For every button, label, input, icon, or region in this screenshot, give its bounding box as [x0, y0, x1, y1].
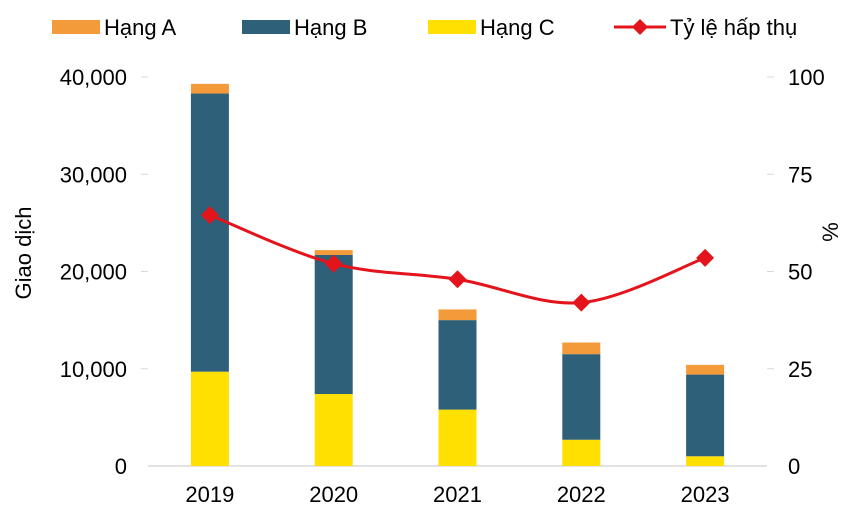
line-marker: [696, 248, 715, 267]
legend: Hạng A Hạng B Hạng C Tỷ lệ hấp thụ: [52, 15, 797, 40]
x-tick-label: 2020: [309, 482, 358, 507]
line-marker: [448, 270, 467, 289]
bar-segment: [190, 371, 229, 466]
y-axis-title: Giao dịch: [11, 207, 36, 300]
bar-segment: [686, 364, 725, 375]
y2-tick-label: 75: [788, 162, 812, 187]
bar-segment: [190, 83, 229, 94]
x-tick-label: 2022: [557, 482, 606, 507]
y2-tick-label: 25: [788, 357, 812, 382]
legend-marker: [632, 19, 648, 35]
legend-label: Hạng C: [480, 15, 555, 40]
legend-swatch: [242, 20, 290, 34]
bar-segment: [438, 309, 477, 321]
y-tick-label: 0: [115, 454, 127, 479]
line-marker: [324, 254, 343, 273]
axes: 0 10,000 20,000 30,000 40,000 0 25 50 75 100 2019 2…: [60, 65, 825, 507]
y2-axis-title: %: [818, 222, 843, 242]
line-path: [209, 213, 706, 305]
bar-segment: [314, 394, 353, 466]
y2-tick-label: 100: [788, 65, 825, 90]
bar-segment: [686, 374, 725, 457]
line-series: [200, 206, 715, 312]
legend-label: Tỷ lệ hấp thụ: [670, 15, 797, 40]
bar-segment: [438, 320, 477, 410]
bar-segment: [190, 93, 229, 372]
bar-segment: [562, 439, 601, 466]
y2-tick-label: 0: [788, 454, 800, 479]
y-tick-label: 40,000: [60, 65, 127, 90]
line-marker: [572, 293, 591, 312]
x-tick-label: 2023: [681, 482, 730, 507]
y-tick-label: 20,000: [60, 260, 127, 285]
bar-segment: [686, 456, 725, 466]
x-tick-label: 2019: [185, 482, 234, 507]
legend-label: Hạng A: [104, 15, 176, 40]
bar-segment: [562, 354, 601, 440]
bar-segment: [562, 342, 601, 355]
bar-segment: [314, 250, 353, 255]
legend-label: Hạng B: [294, 15, 367, 40]
legend-swatch: [52, 20, 100, 34]
line-marker: [200, 206, 219, 225]
y-tick-label: 10,000: [60, 357, 127, 382]
y2-tick-label: 50: [788, 260, 812, 285]
bar-segment: [438, 409, 477, 466]
bar-segment: [314, 254, 353, 395]
x-tick-label: 2021: [433, 482, 482, 507]
legend-swatch: [428, 20, 476, 34]
y-tick-label: 30,000: [60, 162, 127, 187]
bars: [190, 83, 725, 466]
